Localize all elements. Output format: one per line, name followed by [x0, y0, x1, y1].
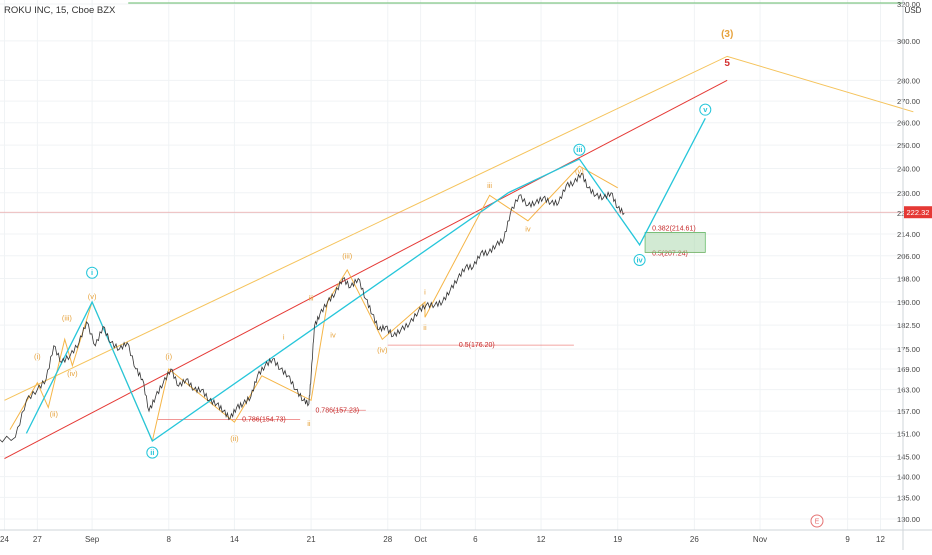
wave-label-circle — [633, 253, 646, 266]
y-tick-label: 206.00 — [897, 252, 920, 261]
currency-label: USD — [905, 6, 922, 15]
y-tick-label: 214.00 — [897, 230, 920, 239]
wave-label: i — [91, 268, 93, 277]
minor-wave-label: iii — [309, 294, 314, 303]
y-tick-label: 190.00 — [897, 298, 920, 307]
minor-wave-label: i — [424, 288, 426, 297]
minor-wave-label: iv — [330, 331, 336, 340]
wave-label: v — [703, 105, 708, 114]
last-price-tag — [904, 206, 932, 219]
x-tick-label: 21 — [307, 535, 316, 544]
minor-wave-label: (v) — [575, 166, 584, 175]
minor-wave-label: iv — [525, 224, 531, 233]
event-marker-label: E — [815, 519, 820, 526]
minor-wave-label: ii — [307, 419, 311, 428]
price-line — [0, 172, 625, 443]
y-tick-label: 163.00 — [897, 386, 920, 395]
y-tick-label: 250.00 — [897, 141, 920, 150]
y-tick-label: 157.00 — [897, 407, 920, 416]
wave-label-circle — [699, 103, 712, 116]
x-tick-label: Oct — [414, 535, 427, 544]
x-tick-label: 26 — [690, 535, 699, 544]
x-tick-label: 6 — [473, 535, 478, 544]
y-tick-label: 300.00 — [897, 37, 920, 46]
event-marker-circle — [810, 514, 824, 528]
minor-wave-label: i — [283, 332, 285, 341]
fib-level-label: 0.786(157.23) — [315, 407, 359, 414]
minor-wave-label: ii — [423, 323, 427, 332]
wave-label: iv — [636, 255, 643, 264]
minor-wave-label: 5 — [724, 58, 730, 69]
channel-upper-line — [4, 55, 914, 401]
y-tick-label: 240.00 — [897, 164, 920, 173]
x-tick-label: Sep — [85, 535, 100, 544]
minor-wave-label: (ii) — [50, 410, 59, 419]
minor-wave-label: (iii) — [342, 252, 352, 261]
y-tick-label: 198.00 — [897, 274, 920, 283]
y-tick-label: 145.00 — [897, 453, 920, 462]
x-tick-label: 8 — [167, 535, 172, 544]
y-tick-label: 260.00 — [897, 119, 920, 128]
x-tick-label: 12 — [537, 535, 546, 544]
x-tick-label: Nov — [753, 535, 767, 544]
x-tick-label: 14 — [230, 535, 239, 544]
y-tick-label: 280.00 — [897, 76, 920, 85]
fib-level-label: 0.5(176.20) — [459, 342, 495, 349]
channel-lower-line — [4, 79, 728, 459]
y-tick-label: 151.00 — [897, 429, 920, 438]
y-tick-label: 130.00 — [897, 515, 920, 524]
minor-wave-label: (iii) — [62, 313, 72, 322]
x-tick-label: 12 — [876, 535, 885, 544]
fib-level-label: 0.382(214.61) — [652, 225, 696, 232]
x-tick-label: 19 — [613, 535, 622, 544]
y-tick-label: 182.50 — [897, 321, 920, 330]
minor-wave-label: iii — [487, 181, 492, 190]
y-tick-label: 230.00 — [897, 189, 920, 198]
minor-wave-label: (v) — [88, 292, 97, 301]
y-tick-label: 135.00 — [897, 493, 920, 502]
wave-label: iii — [576, 145, 582, 154]
chart-title: ROKU INC, 15, Cboe BZX — [4, 5, 116, 16]
x-tick-label: 27 — [33, 535, 42, 544]
minor-wave-path — [151, 165, 618, 442]
minor-wave-label: (i) — [34, 352, 41, 361]
fib-level-label: 0.5(207.24) — [652, 250, 688, 257]
minor-wave-label: (3) — [721, 29, 733, 40]
x-tick-label: 9 — [845, 535, 850, 544]
y-tick-label: 140.00 — [897, 473, 920, 482]
wave-label: ii — [150, 448, 154, 457]
x-tick-label: 28 — [383, 535, 392, 544]
target-zone — [644, 232, 706, 253]
minor-wave-label: (iv) — [377, 345, 388, 354]
x-tick-label: 24 — [0, 535, 9, 544]
y-tick-label: 270.00 — [897, 97, 920, 106]
last-price-label: 222.32 — [907, 208, 930, 217]
y-tick-label: 175.00 — [897, 345, 920, 354]
wave-label-circle — [86, 266, 99, 279]
wave-label-circle — [573, 143, 586, 156]
main-wave-path — [25, 118, 706, 442]
minor-wave-label: (ii) — [230, 434, 239, 443]
minor-wave-label: (iv) — [67, 369, 78, 378]
y-tick-label: 320.00 — [897, 0, 920, 9]
wave-label-circle — [146, 446, 159, 459]
minor-wave-label: (i) — [165, 352, 172, 361]
y-tick-label: 169.00 — [897, 365, 920, 374]
fib-level-label: 0.786(154.73) — [242, 416, 286, 423]
